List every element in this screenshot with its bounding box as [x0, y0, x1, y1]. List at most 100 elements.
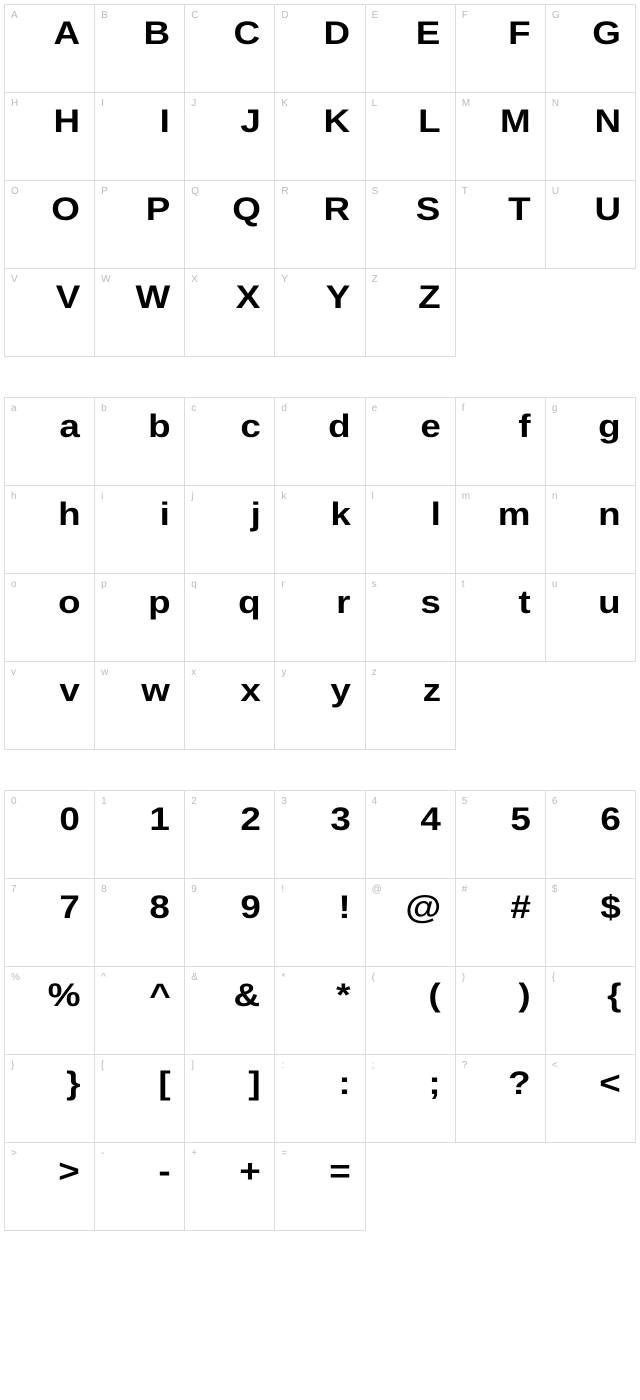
cell-label: j — [191, 491, 193, 502]
cell-label: = — [281, 1148, 287, 1159]
cell-glyph: } — [66, 1067, 80, 1099]
cell-glyph: % — [47, 979, 80, 1011]
cell-label: B — [101, 10, 108, 21]
cell-glyph: ] — [248, 1067, 260, 1099]
glyph-cell: TT — [456, 181, 546, 269]
cell-glyph: d — [328, 410, 350, 442]
glyph-cell: ?? — [456, 1055, 546, 1143]
cell-label: 0 — [11, 796, 17, 807]
cell-glyph: S — [416, 193, 441, 225]
cell-glyph: a — [60, 410, 80, 442]
cell-glyph: H — [54, 105, 81, 137]
cell-label: C — [191, 10, 198, 21]
cell-glyph: f — [519, 410, 531, 442]
cell-glyph: 8 — [150, 891, 170, 923]
cell-glyph: 3 — [330, 803, 350, 835]
cell-label: [ — [101, 1060, 104, 1071]
glyph-cell: ff — [456, 398, 546, 486]
cell-label: c — [191, 403, 196, 414]
glyph-cell — [546, 662, 636, 750]
cell-glyph: 1 — [150, 803, 170, 835]
glyph-cell: 88 — [95, 879, 185, 967]
glyph-cell: ss — [366, 574, 456, 662]
cell-glyph: ; — [428, 1067, 440, 1099]
cell-label: Z — [372, 274, 378, 285]
cell-glyph: ? — [508, 1067, 530, 1099]
glyph-cell: ^^ — [95, 967, 185, 1055]
cell-glyph: $ — [601, 891, 621, 923]
glyph-cell: ** — [275, 967, 365, 1055]
glyph-cell: ii — [95, 486, 185, 574]
cell-glyph: Q — [232, 193, 261, 225]
cell-glyph: L — [418, 105, 440, 137]
cell-label: 4 — [372, 796, 378, 807]
glyph-grid: AABBCCDDEEFFGGHHIIJJKKLLMMNNOOPPQQRRSSTT… — [4, 4, 636, 357]
cell-glyph: b — [148, 410, 170, 442]
cell-label: $ — [552, 884, 558, 895]
cell-label: D — [281, 10, 288, 21]
cell-label: # — [462, 884, 468, 895]
glyph-cell: HH — [5, 93, 95, 181]
cell-glyph: g — [599, 410, 621, 442]
glyph-cell: cc — [185, 398, 275, 486]
glyph-cell: 55 — [456, 791, 546, 879]
cell-glyph: T — [508, 193, 530, 225]
cell-glyph: 5 — [510, 803, 530, 835]
cell-glyph: j — [250, 498, 260, 530]
glyph-cell: :: — [275, 1055, 365, 1143]
cell-label: i — [101, 491, 103, 502]
glyph-cell: XX — [185, 269, 275, 357]
glyph-cell: aa — [5, 398, 95, 486]
section-numbers-symbols: 00112233445566778899!!@@##$$%%^^&&**(())… — [4, 790, 636, 1231]
cell-label: X — [191, 274, 198, 285]
glyph-cell: 66 — [546, 791, 636, 879]
cell-label: K — [281, 98, 288, 109]
cell-glyph: C — [234, 17, 261, 49]
glyph-cell — [366, 1143, 456, 1231]
glyph-cell: gg — [546, 398, 636, 486]
glyph-cell: ww — [95, 662, 185, 750]
cell-glyph: M — [500, 105, 531, 137]
cell-glyph: V — [56, 281, 81, 313]
cell-label: J — [191, 98, 196, 109]
glyph-cell: RR — [275, 181, 365, 269]
cell-glyph: W — [136, 281, 171, 313]
cell-label: T — [462, 186, 468, 197]
cell-glyph: # — [510, 891, 530, 923]
cell-glyph: i — [160, 498, 170, 530]
cell-glyph: A — [54, 17, 81, 49]
cell-label: : — [281, 1060, 284, 1071]
cell-label: r — [281, 579, 284, 590]
cell-label: M — [462, 98, 470, 109]
cell-label: 3 — [281, 796, 287, 807]
glyph-cell: 77 — [5, 879, 95, 967]
cell-glyph: Y — [326, 281, 351, 313]
glyph-cell — [546, 269, 636, 357]
glyph-cell: ++ — [185, 1143, 275, 1231]
glyph-cell: yy — [275, 662, 365, 750]
cell-label: H — [11, 98, 18, 109]
glyph-cell: 33 — [275, 791, 365, 879]
glyph-cell: EE — [366, 5, 456, 93]
cell-glyph: ^ — [149, 979, 170, 1011]
cell-label: R — [281, 186, 288, 197]
cell-glyph: ! — [338, 891, 350, 923]
glyph-cell: uu — [546, 574, 636, 662]
cell-label: f — [462, 403, 465, 414]
glyph-grid: 00112233445566778899!!@@##$$%%^^&&**(())… — [4, 790, 636, 1231]
glyph-cell: AA — [5, 5, 95, 93]
glyph-cell: ]] — [185, 1055, 275, 1143]
glyph-cell: BB — [95, 5, 185, 93]
cell-glyph: v — [60, 674, 80, 706]
glyph-cell: && — [185, 967, 275, 1055]
cell-label: L — [372, 98, 378, 109]
cell-glyph: m — [498, 498, 531, 530]
glyph-cell: KK — [275, 93, 365, 181]
glyph-cell — [456, 269, 546, 357]
cell-label: 5 — [462, 796, 468, 807]
cell-label: b — [101, 403, 107, 414]
glyph-cell: tt — [456, 574, 546, 662]
cell-label: S — [372, 186, 379, 197]
cell-glyph: G — [592, 17, 621, 49]
glyph-cell: OO — [5, 181, 95, 269]
